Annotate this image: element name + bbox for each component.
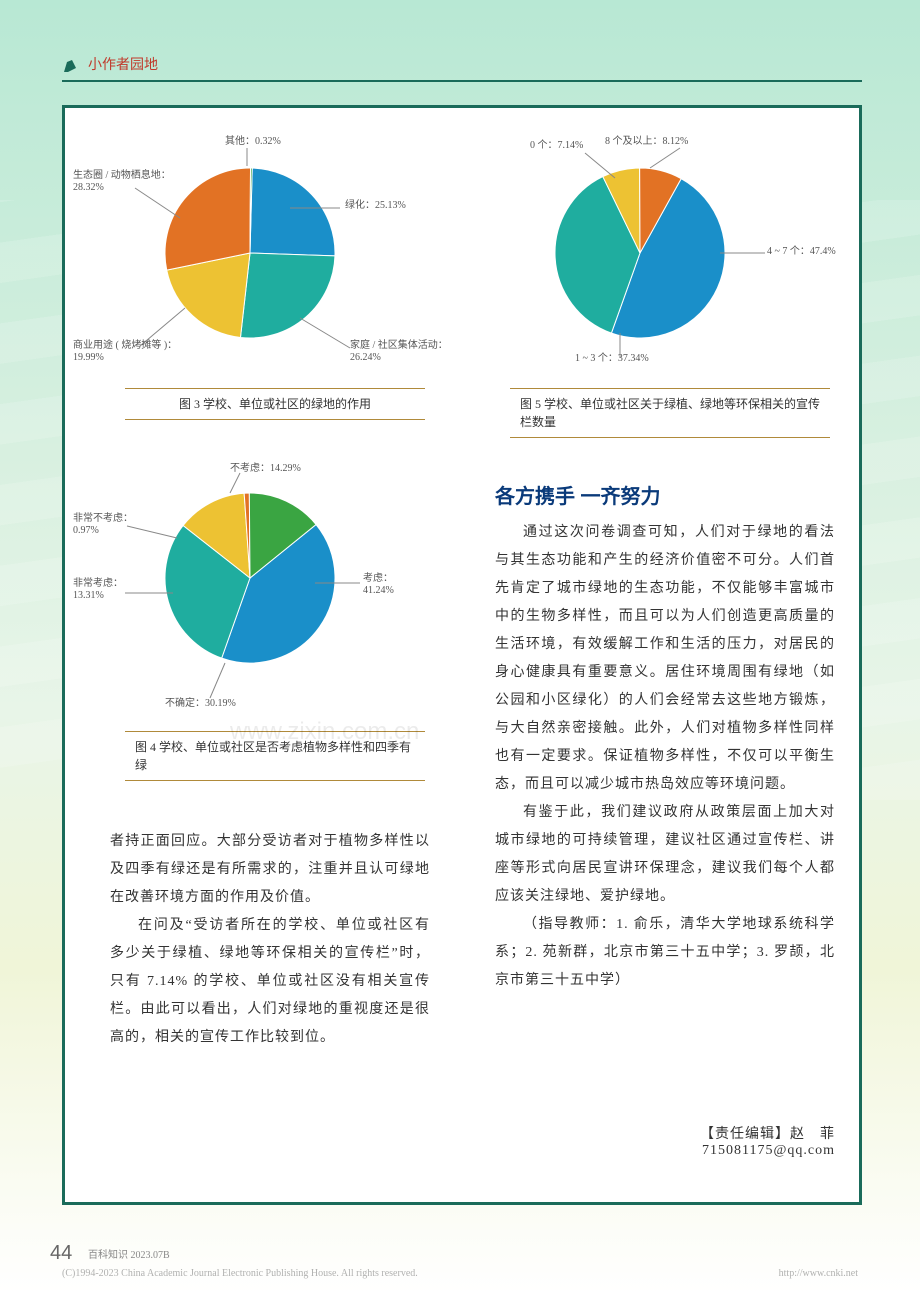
chart3-label-1: 家庭 / 社区集体活动： 26.24% — [350, 340, 448, 364]
chart-4 — [160, 488, 340, 673]
chart4-label-2: 非常考虑： 13.31% — [73, 578, 123, 602]
source-link: http://www.cnki.net — [779, 1268, 858, 1279]
chart4-label-0: 考虑： 41.24% — [363, 573, 394, 597]
publication-info: 百科知识 2023.07B — [88, 1246, 170, 1261]
chart3-label-0: 绿化：25.13% — [345, 200, 406, 212]
chart5-label-0: 4 ~ 7 个：47.4% — [767, 246, 836, 258]
chart-3 — [160, 163, 340, 348]
editor-credit: 【责任编辑】赵 菲 715081175@qq.com — [495, 1123, 835, 1159]
header-underline — [62, 80, 862, 82]
section-title: 小作者园地 — [88, 54, 158, 74]
chart5-label-2: 0 个：7.14% — [530, 140, 583, 152]
section-header: 小作者园地 — [62, 54, 158, 74]
body-right: 通过这次问卷调查可知，人们对于绿地的看法与其生态功能和产生的经济价值密不可分。人… — [495, 519, 835, 995]
subheading: 各方携手 一齐努力 — [495, 480, 661, 509]
chart3-label-4: 其他：0.32% — [225, 136, 281, 148]
chart5-label-3: 8 个及以上：8.12% — [605, 136, 688, 148]
chart4-label-3: 非常不考虑： 0.97% — [73, 513, 133, 537]
chart3-caption: 图 3 学校、单位或社区的绿地的作用 — [125, 388, 425, 420]
content-card: 绿化：25.13% 家庭 / 社区集体活动： 26.24% 商业用途 ( 烧烤摊… — [62, 105, 862, 1205]
body-right-p3: （指导教师：1. 俞乐，清华大学地球系统科学系；2. 苑新群，北京市第三十五中学… — [495, 911, 835, 995]
body-right-p1: 通过这次问卷调查可知，人们对于绿地的看法与其生态功能和产生的经济价值密不可分。人… — [495, 519, 835, 799]
page-number: 44 — [50, 1242, 72, 1265]
chart4-caption: 图 4 学校、单位或社区是否考虑植物多样性和四季有绿 — [125, 731, 425, 781]
body-left-p1: 者持正面回应。大部分受访者对于植物多样性以及四季有绿还是有所需求的，注重并且认可… — [110, 828, 430, 912]
chart3-label-2: 商业用途 ( 烧烤摊等 )： 19.99% — [73, 340, 177, 364]
chart4-label-1: 不确定：30.19% — [165, 698, 236, 710]
body-right-p2: 有鉴于此，我们建议政府从政策层面上加大对城市绿地的可持续管理，建议社区通过宣传栏… — [495, 799, 835, 911]
copyright: (C)1994-2023 China Academic Journal Elec… — [62, 1268, 418, 1279]
chart3-label-3: 生态圈 / 动物栖息地： 28.32% — [73, 170, 171, 194]
pencil-icon — [62, 54, 82, 74]
body-left: 者持正面回应。大部分受访者对于植物多样性以及四季有绿还是有所需求的，注重并且认可… — [110, 828, 430, 1052]
chart5-caption: 图 5 学校、单位或社区关于绿植、绿地等环保相关的宣传栏数量 — [510, 388, 830, 438]
chart5-label-1: 1 ~ 3 个：37.34% — [575, 353, 649, 365]
body-left-p2: 在问及“受访者所在的学校、单位或社区有多少关于绿植、绿地等环保相关的宣传栏”时，… — [110, 912, 430, 1052]
chart4-label-4: 不考虑：14.29% — [230, 463, 301, 475]
chart-5 — [550, 163, 730, 348]
